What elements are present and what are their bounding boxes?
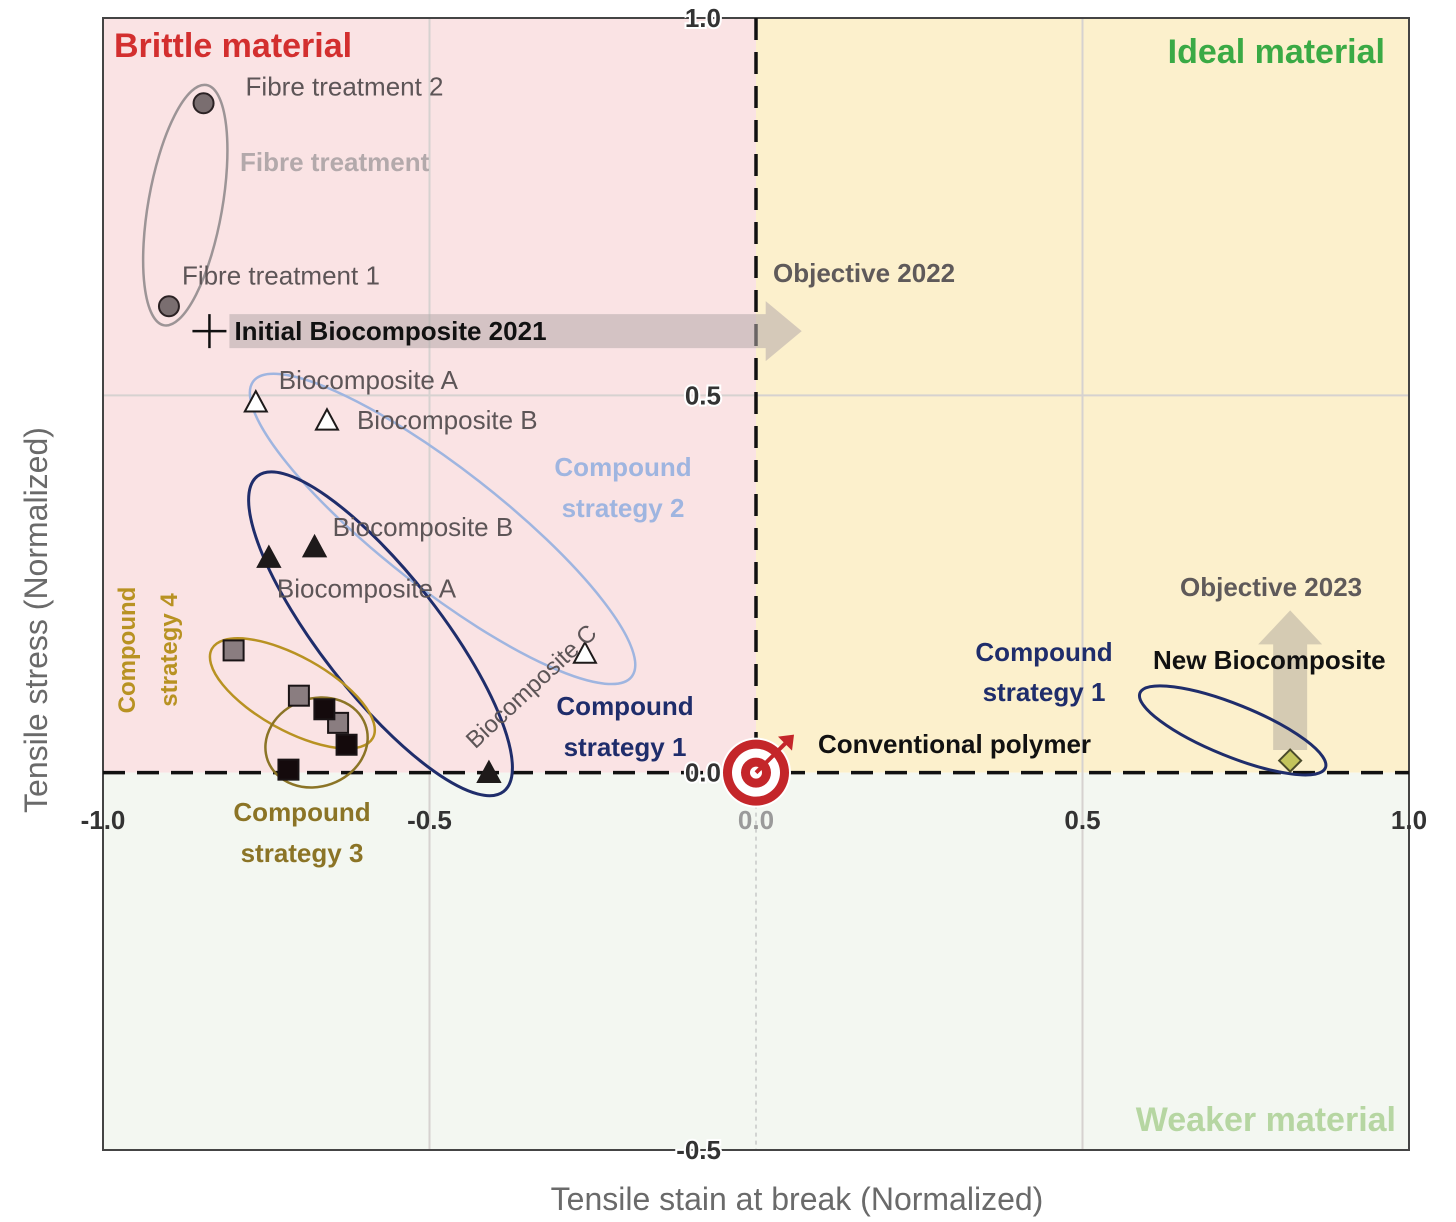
compound-strategy-2-ellipse: [248, 372, 637, 686]
data-point: [277, 758, 300, 781]
data-point: [335, 733, 358, 756]
x-tick-label: 0.5: [1064, 805, 1100, 835]
data-point: [192, 314, 227, 349]
data-point: [157, 295, 180, 318]
data-point: [572, 640, 598, 664]
group-label: strategy 1: [564, 732, 687, 762]
y-tick-label: 1.0: [685, 3, 721, 33]
x-axis-title: Tensile stain at break (Normalized): [551, 1181, 1044, 1217]
region-label-ideal: Ideal material: [1168, 33, 1385, 71]
data-point: [222, 639, 245, 662]
group-label: Compound: [554, 452, 691, 482]
region-label-brittle: Brittle material: [114, 27, 352, 65]
x-tick-label: 0.0: [738, 805, 774, 835]
objective-label: Objective 2023: [1180, 572, 1362, 602]
target-arrow-shaft: [754, 741, 788, 775]
x-tick-label: 1.0: [1391, 805, 1427, 835]
region-label-weaker: Weaker material: [1136, 1101, 1396, 1139]
group-label: strategy 4: [156, 593, 183, 707]
group-label: strategy 2: [562, 493, 685, 523]
group-label: strategy 1: [983, 677, 1106, 707]
group-label: Compound: [233, 797, 370, 827]
group-label: strategy 3: [241, 838, 364, 868]
point-label: Fibre treatment 2: [246, 71, 444, 101]
objective-2023-arrow: [1258, 610, 1323, 751]
y-tick-label: 0.0: [685, 758, 721, 788]
x-tick-label: -1.0: [81, 805, 126, 835]
data-point: [192, 92, 215, 115]
point-label: Biocomposite B: [357, 405, 538, 435]
point-label: Fibre treatment 1: [182, 260, 380, 290]
group-label: Compound: [556, 691, 693, 721]
data-point: [243, 389, 269, 413]
group-label: Compound: [975, 637, 1112, 667]
fibre-treatment-ellipse: [141, 83, 229, 327]
data-point: [314, 407, 340, 431]
point-label: Initial Biocomposite 2021: [234, 316, 546, 346]
compound-strategy-4-ellipse: [208, 637, 377, 750]
new-biocomposite-ellipse: [1137, 684, 1328, 777]
compound-strategy-1-ellipse: [247, 470, 514, 798]
point-label: Biocomposite A: [277, 574, 457, 604]
y-tick-label: 0.5: [685, 380, 721, 410]
group-label: Compound: [114, 587, 141, 714]
point-label: Biocomposite A: [279, 365, 459, 395]
data-point: [301, 533, 328, 558]
objective-2022-arrow: [229, 301, 802, 362]
data-point: [1277, 748, 1303, 774]
y-axis-title: Tensile stress (Normalized): [18, 427, 54, 813]
target-arrow-fletching: [778, 734, 794, 751]
point-label: Biocomposite B: [333, 512, 514, 542]
point-label: New Biocomposite: [1153, 645, 1386, 675]
point-label: Conventional polymer: [818, 729, 1091, 759]
data-point: [287, 684, 310, 707]
data-point: [313, 698, 336, 721]
group-label: Fibre treatment: [240, 147, 430, 177]
data-point: [476, 759, 502, 784]
data-point: [256, 544, 282, 568]
objective-label: Objective 2022: [773, 258, 955, 288]
x-tick-label: -0.5: [407, 805, 452, 835]
y-tick-label: -0.5: [676, 1135, 721, 1165]
